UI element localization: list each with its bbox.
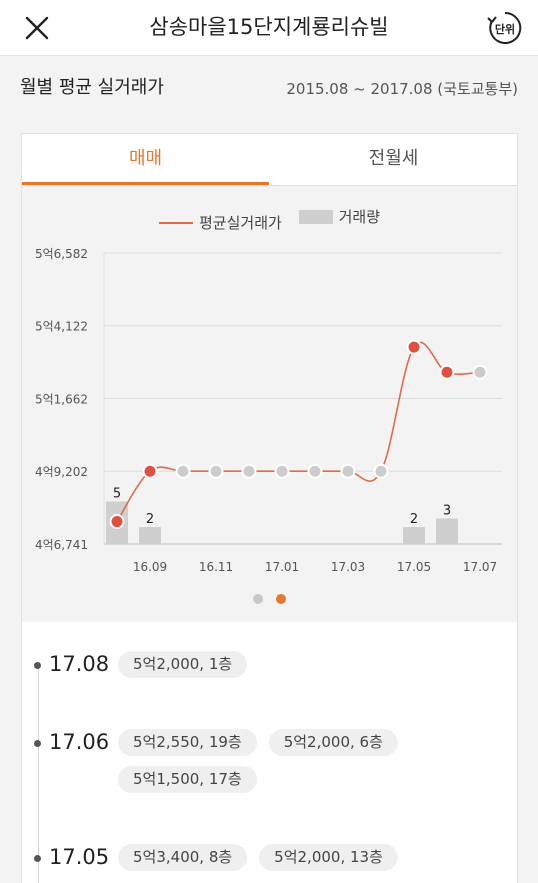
- transaction-timeline: 17.08 5억2,000, 1층 17.06 5억2,550, 19층 5억2…: [22, 622, 517, 883]
- price-point: [439, 364, 455, 380]
- price-point: [241, 463, 257, 479]
- x-tick-label: 16.11: [199, 560, 233, 574]
- legend-label-price: 평균실거래가: [199, 214, 282, 232]
- price-line: [116, 341, 481, 522]
- chart-area[interactable]: 평균실거래가 거래량 4억6,741 4억9,202 5억1,662 5억4,122 5…: [22, 186, 517, 622]
- deal-chip[interactable]: 5억2,000, 6층: [268, 729, 398, 756]
- legend-label-volume: 거래량: [338, 208, 380, 226]
- unit-toggle-button[interactable]: 단위: [486, 9, 524, 47]
- tab-bar: 매매 전월세: [22, 134, 517, 186]
- price-point: [109, 514, 125, 530]
- date-range-source: 2015.08 ~ 2017.08 (국토교통부): [286, 80, 518, 98]
- x-tick-label: 17.05: [397, 560, 431, 574]
- x-tick-label: 17.03: [331, 560, 365, 574]
- close-button[interactable]: [20, 11, 54, 45]
- price-point: [373, 463, 389, 479]
- tab-rent[interactable]: 전월세: [368, 148, 419, 169]
- price-point: [142, 463, 158, 479]
- y-tick-label: 5억1,662: [35, 392, 88, 406]
- chart-pager: [22, 589, 517, 608]
- timeline-date: 17.05: [49, 845, 110, 869]
- y-tick-label: 5억6,582: [35, 247, 88, 261]
- price-card: 매매 전월세 평균실거래가 거래량 4억6,741 4억9,202 5억1,662 5…: [21, 133, 518, 883]
- x-tick-label: 16.09: [133, 560, 167, 574]
- volume-label: 2: [146, 512, 154, 527]
- deal-chip[interactable]: 5억2,000, 13층: [259, 844, 398, 871]
- price-point: [340, 463, 356, 479]
- close-icon: [25, 16, 49, 40]
- refresh-cycle-icon: 단위: [487, 11, 522, 44]
- legend-item-price: 평균실거래가: [159, 212, 282, 233]
- x-tick-label: 17.07: [463, 560, 497, 574]
- page-title: 삼송마을15단지계룡리슈빌: [149, 15, 389, 39]
- timeline-bullet: [34, 855, 41, 862]
- subheader: 월별 평균 실거래가 2015.08 ~ 2017.08 (국토교통부): [0, 62, 538, 114]
- timeline-date: 17.08: [49, 652, 110, 676]
- top-bar: 삼송마을15단지계룡리슈빌 단위: [0, 0, 538, 56]
- price-chart: 4억6,741 4억9,202 5억1,662 5억4,122 5억6,582 5 2 2 3 1…: [35, 247, 502, 574]
- volume-bar: [139, 527, 161, 544]
- tab-sale[interactable]: 매매: [128, 148, 163, 169]
- deal-chip-list: 5억2,550, 19층 5억2,000, 6층 5억1,500, 17층: [118, 729, 508, 803]
- y-tick-label: 5억4,122: [35, 320, 88, 334]
- price-point: [175, 463, 191, 479]
- legend-bar-swatch: [298, 209, 333, 224]
- timeline-bullet: [34, 662, 41, 669]
- deal-chip[interactable]: 5억2,000, 1층: [118, 651, 248, 678]
- pager-dot-1[interactable]: [252, 594, 263, 604]
- volume-bar: [436, 518, 458, 544]
- price-point: [274, 463, 290, 479]
- legend-line-swatch: [159, 221, 193, 224]
- deal-chip-list: 5억3,400, 8층 5억2,000, 13층: [118, 844, 508, 881]
- price-point: [307, 463, 323, 479]
- deal-chip[interactable]: 5억1,500, 17층: [118, 766, 257, 793]
- price-point: [208, 463, 224, 479]
- chart-legend: 평균실거래가 거래량: [22, 206, 517, 233]
- timeline-date: 17.06: [49, 730, 110, 754]
- pager-dot-2[interactable]: [276, 594, 287, 604]
- x-tick-label: 17.01: [265, 560, 299, 574]
- y-tick-label: 4억6,741: [35, 538, 88, 552]
- volume-bar: [403, 527, 425, 544]
- tab-indicator: [22, 182, 269, 185]
- timeline-line: [38, 662, 39, 883]
- deal-chip-list: 5억2,000, 1층: [118, 651, 508, 688]
- deal-chip[interactable]: 5억3,400, 8층: [118, 844, 248, 871]
- deal-chip[interactable]: 5억2,550, 19층: [118, 729, 257, 756]
- legend-item-volume: 거래량: [298, 206, 380, 227]
- timeline-bullet: [34, 740, 41, 747]
- section-title: 월별 평균 실거래가: [20, 77, 164, 98]
- unit-button-label: 단위: [495, 22, 515, 36]
- volume-label: 3: [443, 504, 451, 519]
- price-point: [406, 339, 422, 355]
- y-tick-label: 4억9,202: [35, 465, 88, 479]
- volume-label: 5: [113, 487, 121, 502]
- volume-label: 2: [410, 512, 418, 527]
- price-point: [472, 364, 488, 380]
